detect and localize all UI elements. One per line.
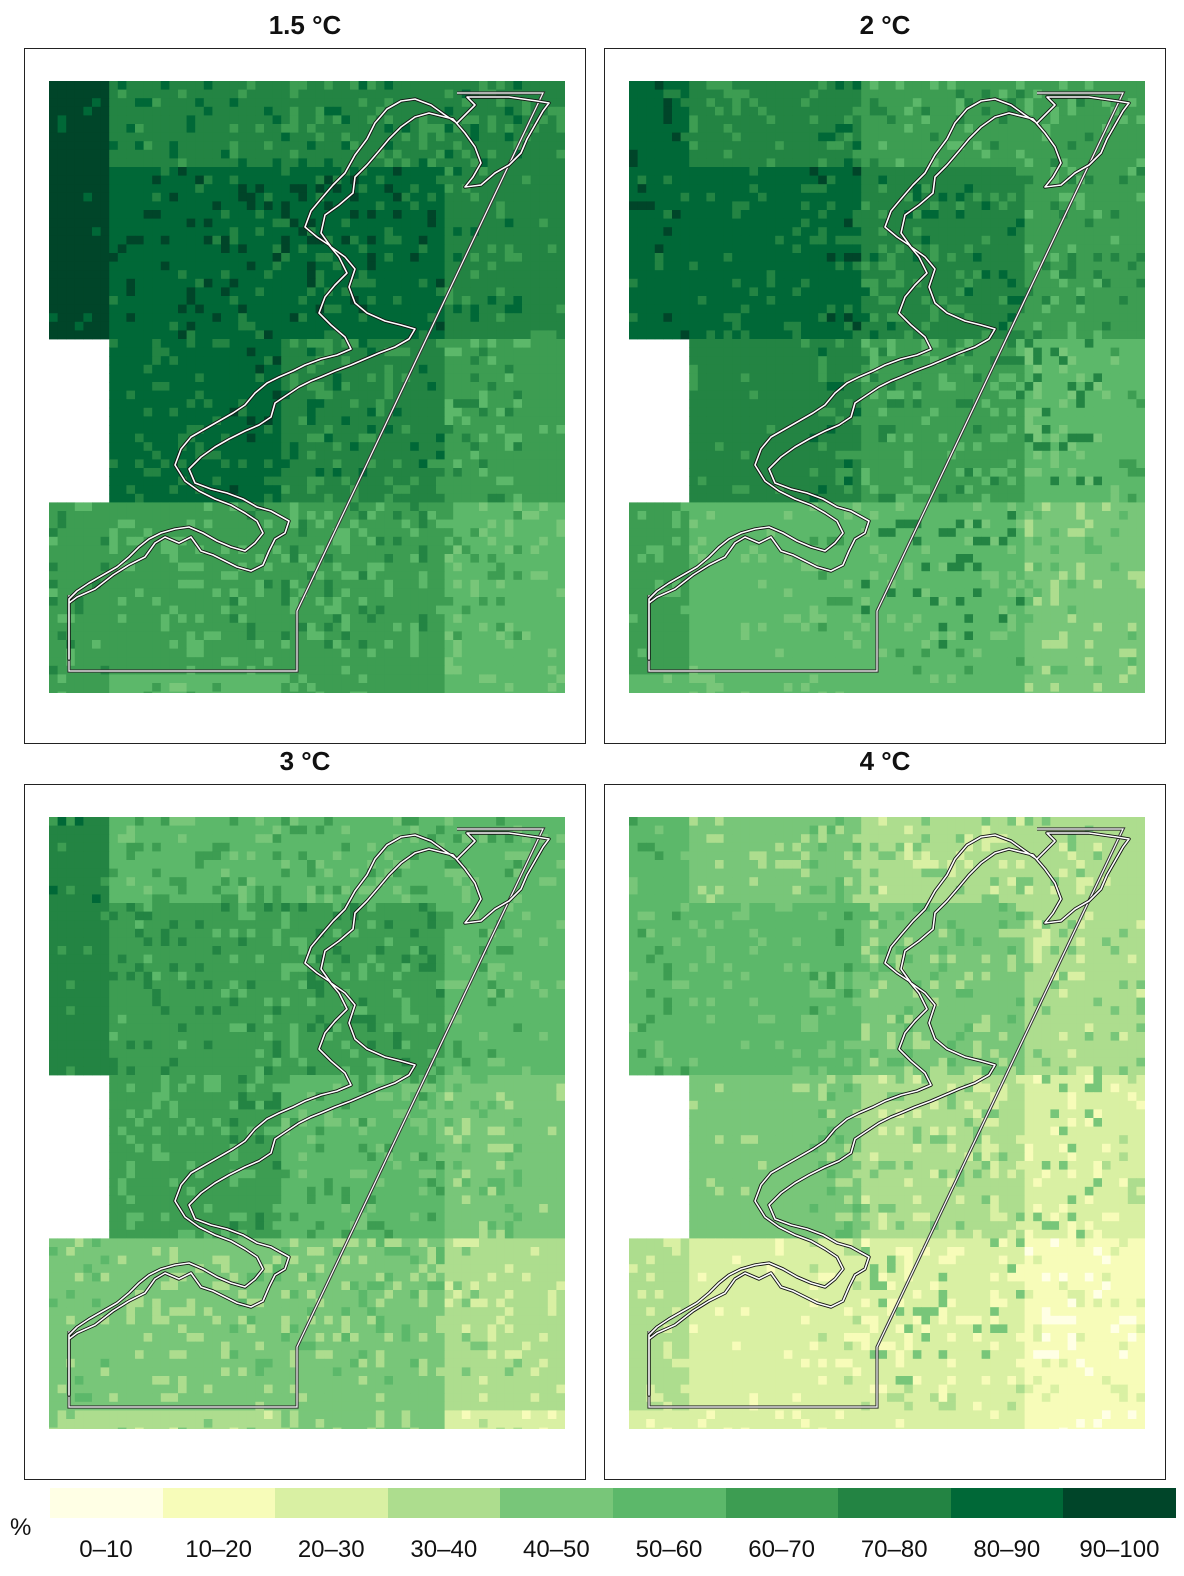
legend-label: 60–70 — [748, 1536, 815, 1563]
legend-label: 0–10 — [79, 1536, 133, 1563]
legend-label: 80–90 — [973, 1536, 1041, 1563]
coastline-outline-inner — [648, 832, 1130, 1396]
legend-label: 30–40 — [410, 1536, 478, 1563]
coastline-outline-inner — [68, 96, 550, 660]
legend-label: 10–20 — [185, 1536, 252, 1563]
panel-title: 3 °C — [279, 746, 331, 776]
panel-title: 1.5 °C — [268, 10, 342, 40]
legend-label: 40–50 — [523, 1536, 590, 1563]
legend-unit: % — [10, 1514, 32, 1541]
legend-swatch — [950, 1488, 1064, 1518]
raster-cells — [629, 817, 1145, 1429]
legend-swatch — [613, 1488, 727, 1518]
legend-swatch — [838, 1488, 952, 1518]
coastline-outline-inner — [68, 832, 550, 1396]
map-canvas — [49, 81, 565, 693]
map-canvas — [629, 817, 1145, 1429]
panel-title: 4 °C — [859, 746, 911, 776]
legend-label: 50–60 — [635, 1536, 703, 1563]
map-panel — [24, 48, 586, 744]
map-canvas — [629, 81, 1145, 693]
legend-swatch — [1063, 1488, 1177, 1518]
map-panel — [24, 784, 586, 1480]
raster-cells — [49, 81, 565, 693]
map-canvas — [49, 817, 565, 1429]
legend-label: 70–80 — [860, 1536, 928, 1563]
legend-swatch — [162, 1488, 276, 1518]
raster-cells — [49, 817, 565, 1429]
color-legend: % 0–10 10–20 20–30 30–40 40–50 50–60 60–70 70–8… — [0, 1480, 1184, 1576]
map-panel — [604, 48, 1166, 744]
legend-swatch — [275, 1488, 389, 1518]
map-panel — [604, 784, 1166, 1480]
legend-swatch — [500, 1488, 614, 1518]
legend-label: 90–100 — [1079, 1536, 1160, 1563]
legend-label: 20–30 — [297, 1536, 365, 1563]
legend-swatch — [387, 1488, 501, 1518]
legend-swatch — [725, 1488, 839, 1518]
raster-cells — [629, 81, 1145, 693]
legend-swatch — [50, 1488, 164, 1518]
panel-title: 2 °C — [859, 10, 911, 40]
coastline-outline-inner — [648, 96, 1130, 660]
